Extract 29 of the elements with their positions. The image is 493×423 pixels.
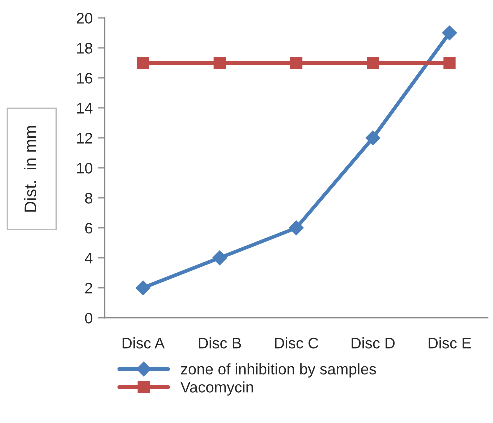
x-tick-label: Disc D xyxy=(352,338,395,349)
x-tick-label: Disc C xyxy=(275,338,318,349)
y-tick-label: 6 xyxy=(85,222,93,234)
point xyxy=(212,250,228,266)
y-tick-label: 18 xyxy=(77,43,93,54)
y-tick-label: 12 xyxy=(77,133,92,144)
y-tick-label: 20 xyxy=(76,13,93,24)
y-tick-label: 16 xyxy=(77,73,93,84)
legend-label: Vacomycin xyxy=(180,382,254,396)
point xyxy=(366,130,381,146)
point xyxy=(136,280,151,296)
y-tick-label: 8 xyxy=(85,193,93,204)
point xyxy=(367,57,380,70)
point xyxy=(289,220,304,236)
point xyxy=(290,57,303,70)
legend-label: zone of inhibition by samples xyxy=(181,364,376,378)
y-tick-label: 14 xyxy=(77,103,93,114)
x-tick-label: Disc E xyxy=(428,338,472,349)
point xyxy=(214,57,226,70)
point xyxy=(444,57,456,70)
point xyxy=(137,57,150,70)
point xyxy=(442,26,458,41)
y-axis-title: Dist. in mm xyxy=(24,126,37,212)
y-tick-label: 4 xyxy=(85,253,93,264)
y-tick-label: 0 xyxy=(85,312,93,324)
y-tick-label: 2 xyxy=(85,282,92,294)
y-tick-label: 10 xyxy=(77,163,93,174)
x-tick-label: Disc A xyxy=(122,338,165,349)
x-tick-label: Disc B xyxy=(199,338,242,349)
